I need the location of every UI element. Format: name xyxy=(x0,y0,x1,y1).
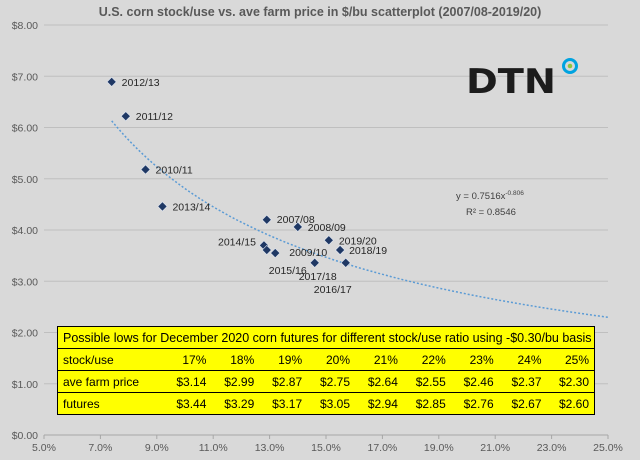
data-point-marker xyxy=(270,248,281,259)
trendline xyxy=(111,120,609,319)
table-cell: 20% xyxy=(307,348,355,371)
dtn-ring-logo-icon xyxy=(562,58,578,74)
y-tick-label: $2.00 xyxy=(12,328,38,340)
data-point-label: 2007/08 xyxy=(277,214,315,226)
x-tick-label: 13.0% xyxy=(255,442,285,454)
x-tick-label: 5.0% xyxy=(32,442,56,454)
y-tick-label: $5.00 xyxy=(12,174,38,186)
table-cell: $2.37 xyxy=(498,370,547,393)
table-cell: $2.60 xyxy=(546,392,595,415)
chart-title: U.S. corn stock/use vs. ave farm price i… xyxy=(99,5,542,19)
table-row-label: ave farm price xyxy=(57,370,164,393)
data-point-marker xyxy=(309,257,320,268)
table-cell: $2.30 xyxy=(546,370,595,393)
y-tick-label: $7.00 xyxy=(12,71,38,83)
point-labels: 2012/13 2011/12 2010/11 2013/14 2007/082008/… xyxy=(122,77,388,296)
data-point-marker xyxy=(120,111,131,122)
data-point-label: 2019/20 xyxy=(339,235,377,247)
table-row-label: futures xyxy=(57,392,164,415)
table-cell: 18% xyxy=(211,348,260,371)
y-tick-label: $4.00 xyxy=(12,225,38,237)
x-tick-label: 19.0% xyxy=(424,442,454,454)
table-cell: 24% xyxy=(498,348,547,371)
table-cell: $3.17 xyxy=(259,392,308,415)
table-caption-row: Possible lows for December 2020 corn fut… xyxy=(57,326,595,349)
svg-text:y = 0.7516x-0.806: y = 0.7516x-0.806 xyxy=(456,190,524,202)
data-point-label: 2016/17 xyxy=(314,284,352,296)
table-cell: $2.99 xyxy=(211,370,260,393)
data-point-label: 2014/15 xyxy=(218,236,256,248)
table-cell: $3.05 xyxy=(307,392,355,415)
table-cell: $3.29 xyxy=(211,392,260,415)
table-cell: 22% xyxy=(402,348,451,371)
table-row: ave farm price $3.14 $2.99 $2.87 $2.75 $2.64 $… xyxy=(57,370,595,393)
data-point-marker xyxy=(323,235,334,246)
data-point-label: 2009/10 xyxy=(289,247,327,259)
table-cell: 21% xyxy=(355,348,403,371)
y-tick-label: $1.00 xyxy=(12,379,38,391)
table-cell: 25% xyxy=(546,348,595,371)
y-tick-label: $3.00 xyxy=(12,276,38,288)
table-cell: $2.75 xyxy=(307,370,355,393)
x-tick-label: 17.0% xyxy=(368,442,398,454)
x-tick-label: 25.0% xyxy=(593,442,623,454)
data-point-label: 2015/16 xyxy=(269,265,307,277)
y-tick-label: $6.00 xyxy=(12,123,38,135)
table-cell: $2.55 xyxy=(402,370,451,393)
data-point-label: 2013/14 xyxy=(172,201,210,213)
trendline-equation: y = 0.7516x-0.806 R² = 0.8546 xyxy=(456,190,524,218)
data-point-marker xyxy=(340,257,351,268)
dtn-logo: DTN xyxy=(466,58,578,102)
table-cell: 17% xyxy=(163,348,212,371)
axes: $0.00 $1.00 $2.00 $3.00 $4.00 $5.00 $6.00 $7.00… xyxy=(12,20,623,454)
table-cell: $2.46 xyxy=(450,370,499,393)
table-cell: $2.94 xyxy=(355,392,403,415)
data-point-label: 2012/13 xyxy=(122,77,160,89)
data-point-marker xyxy=(106,76,117,87)
data-point-label: 2017/18 xyxy=(299,271,337,283)
r-squared-text: R² = 0.8546 xyxy=(466,207,516,218)
table-caption: Possible lows for December 2020 corn fut… xyxy=(57,326,595,349)
data-point-label: 2011/12 xyxy=(136,111,173,123)
table-cell: $2.67 xyxy=(498,392,547,415)
logo-text: DTN xyxy=(466,62,556,102)
table-cell: $2.76 xyxy=(450,392,499,415)
x-tick-label: 21.0% xyxy=(480,442,510,454)
data-point-label: 2018/19 xyxy=(349,245,387,257)
equation-exponent: -0.806 xyxy=(505,190,524,197)
possible-lows-table: Possible lows for December 2020 corn fut… xyxy=(57,326,595,415)
table-row: stock/use 17% 18% 19% 20% 21% 22% 23% 24% 25% xyxy=(57,348,595,371)
data-point-marker xyxy=(335,244,346,256)
data-point-marker xyxy=(261,244,272,256)
y-tick-label: $0.00 xyxy=(12,430,38,442)
table-row-label: stock/use xyxy=(57,348,164,371)
table-cell: $2.64 xyxy=(355,370,403,393)
equation-text: y = 0.7516x xyxy=(456,191,506,202)
data-point-marker xyxy=(157,201,168,212)
x-tick-label: 15.0% xyxy=(311,442,341,454)
x-tick-label: 11.0% xyxy=(199,442,228,454)
data-point-label: 2008/09 xyxy=(308,222,346,234)
table-cell: 19% xyxy=(259,348,308,371)
table-cell: $2.87 xyxy=(259,370,308,393)
x-tick-label: 23.0% xyxy=(537,442,567,454)
table-row: futures $3.44 $3.29 $3.17 $3.05 $2.94 $2.85 $2.… xyxy=(57,392,595,415)
x-tick-label: 9.0% xyxy=(145,442,169,454)
table-cell: $3.44 xyxy=(163,392,212,415)
x-tick-label: 7.0% xyxy=(88,442,112,454)
table-cell: $2.85 xyxy=(402,392,451,415)
data-markers xyxy=(106,76,351,268)
data-point-marker xyxy=(292,221,303,232)
data-point-label: 2010/11 xyxy=(156,165,193,177)
table-cell: $3.14 xyxy=(163,370,212,393)
table-cell: 23% xyxy=(450,348,499,371)
y-tick-label: $8.00 xyxy=(12,20,38,32)
data-point-marker xyxy=(261,214,272,225)
data-point-marker xyxy=(140,164,151,175)
